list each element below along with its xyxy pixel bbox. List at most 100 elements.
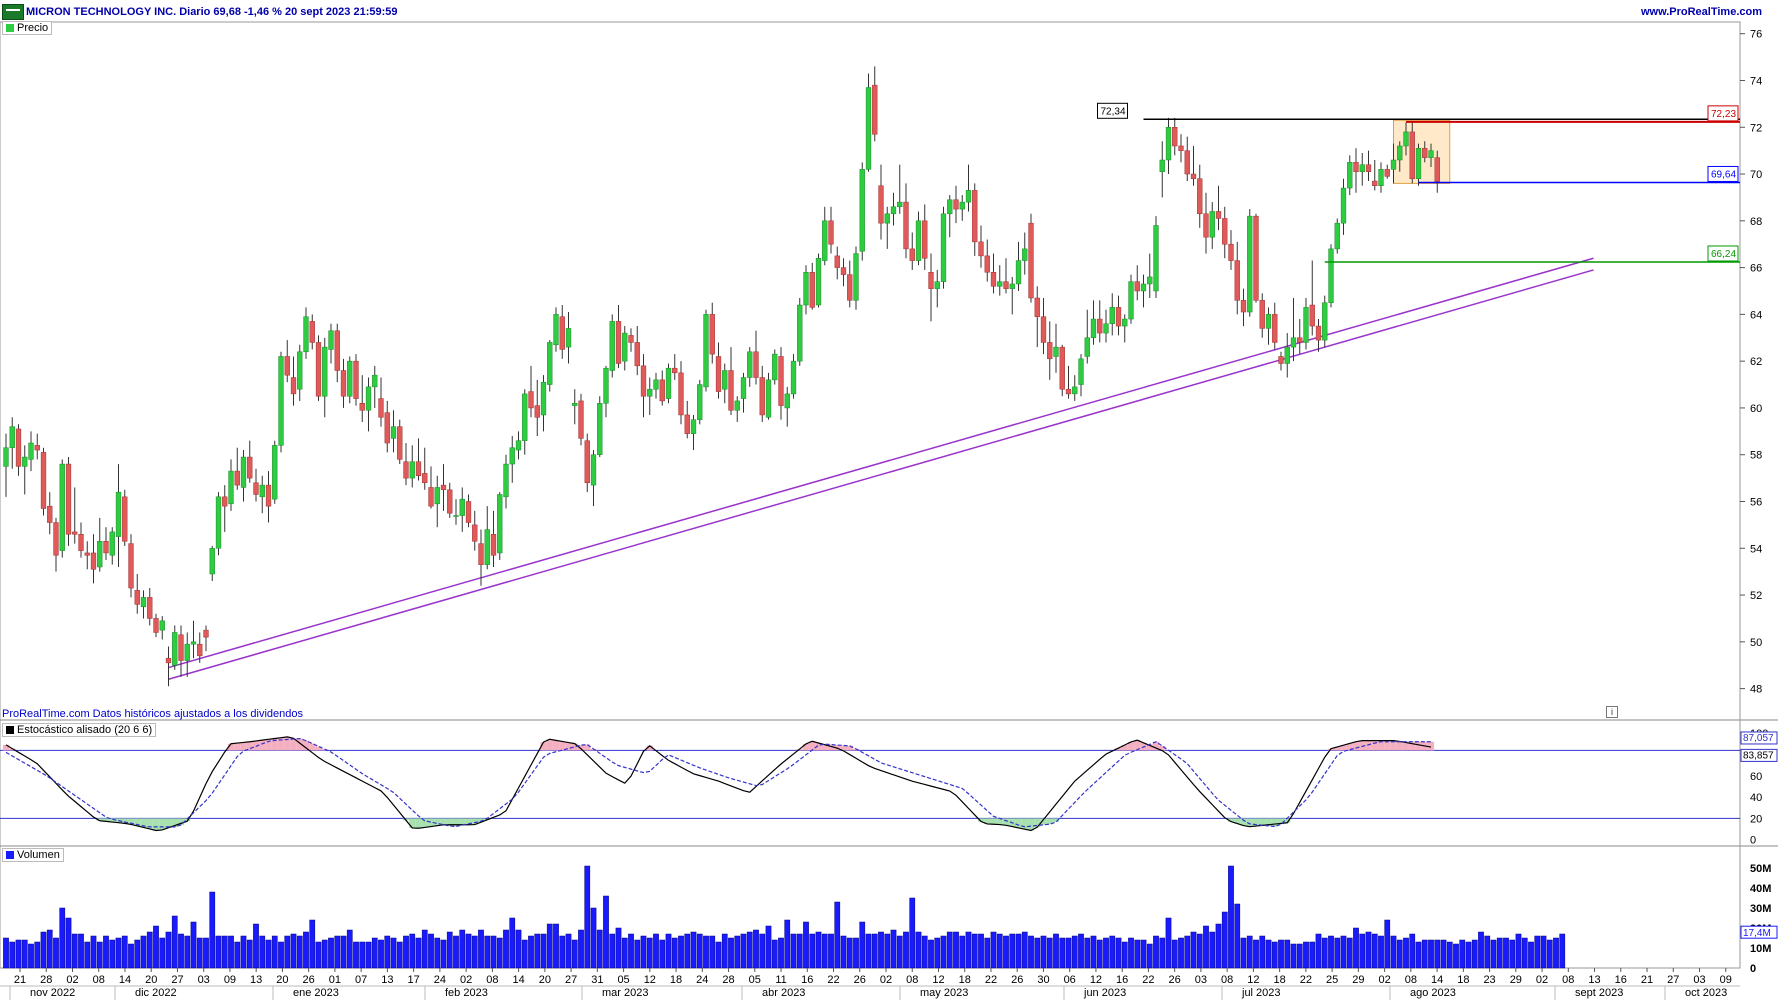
candle-body <box>865 87 872 170</box>
candle <box>28 431 34 472</box>
volume-bar <box>334 935 341 969</box>
candle-body <box>1128 281 1134 320</box>
candle <box>78 522 84 558</box>
candle-body <box>1284 346 1290 364</box>
info-icon[interactable]: i <box>1606 706 1618 718</box>
candle-body <box>572 403 578 406</box>
chart-title: MICRON TECHNOLOGY INC. Diario 69,68 -1,4… <box>26 6 398 18</box>
candle <box>309 314 315 350</box>
candle <box>159 616 165 640</box>
time-tick-label: 26 <box>1169 974 1181 986</box>
time-tick-label: 26 <box>1011 974 1023 986</box>
time-tick-label: 12 <box>1090 974 1102 986</box>
candle <box>747 347 753 387</box>
candle-body <box>309 321 315 343</box>
volume-panel-label[interactable]: Volumen <box>2 848 64 862</box>
candle <box>834 246 840 280</box>
candle-body <box>584 440 590 484</box>
candle-body <box>1353 162 1359 172</box>
candle <box>697 379 703 425</box>
candle-body <box>209 548 215 575</box>
volume-bar <box>403 935 409 969</box>
time-tick-label: 27 <box>565 974 577 986</box>
price-tick-label: 48 <box>1750 684 1762 696</box>
candle-body <box>278 356 284 446</box>
volume-bar <box>628 933 634 969</box>
candle <box>1040 298 1047 355</box>
level-tag-box <box>1707 165 1739 182</box>
time-tick-label: 12 <box>1247 974 1259 986</box>
candle-body <box>365 386 372 411</box>
volume-bar <box>1028 935 1034 969</box>
volume-bar <box>1009 933 1016 969</box>
candle <box>984 239 990 282</box>
candle-body <box>1059 346 1065 390</box>
candle <box>259 475 265 514</box>
volume-bar <box>696 933 703 969</box>
candle <box>928 253 934 322</box>
candle-body <box>1228 243 1234 261</box>
volume-bar <box>621 937 628 969</box>
candle-body <box>859 169 865 252</box>
volume-bar <box>1271 941 1278 969</box>
volume-bar <box>1090 935 1097 969</box>
candle-body <box>315 342 322 397</box>
volume-bar <box>603 895 609 969</box>
candle-body <box>1434 157 1440 182</box>
volume-bar <box>665 933 672 969</box>
candle <box>1247 209 1253 317</box>
candle-body <box>1347 162 1353 189</box>
time-tick-label: 20 <box>276 974 288 986</box>
candle <box>847 260 853 308</box>
candle-body <box>1290 337 1297 348</box>
candle-body <box>1278 356 1284 364</box>
stoch-d-line <box>5 738 1431 828</box>
volume-bar <box>634 939 641 969</box>
candle <box>753 330 759 385</box>
candle <box>340 358 347 408</box>
candle-body <box>490 533 497 556</box>
volume-bar <box>1446 941 1453 969</box>
candle-body <box>653 379 659 390</box>
candle-body <box>559 316 565 350</box>
volume-bar <box>128 943 134 969</box>
stoch-panel-label[interactable]: Estocástico alisado (20 6 6) <box>2 723 157 737</box>
candle <box>128 534 134 598</box>
candle <box>290 356 297 406</box>
candle-body <box>322 346 328 397</box>
candle <box>490 510 497 567</box>
price-panel-label[interactable]: Precio <box>2 21 53 35</box>
volume-bar <box>784 919 791 969</box>
candle-body <box>1097 318 1103 334</box>
volume-bar <box>1259 935 1266 969</box>
candle-body <box>78 533 84 551</box>
candle <box>453 499 459 525</box>
site-link[interactable]: www.ProRealTime.com <box>1640 6 1762 18</box>
volume-bar <box>1146 943 1153 969</box>
volume-bar <box>278 941 284 969</box>
candle <box>565 312 572 364</box>
volume-bar <box>934 937 941 969</box>
candle <box>703 309 709 392</box>
candle <box>1028 213 1034 303</box>
volume-bar <box>803 921 809 969</box>
volume-bar <box>553 923 559 969</box>
candle <box>978 225 984 268</box>
volume-bar <box>1040 935 1047 969</box>
candle-body <box>134 590 140 605</box>
candle <box>1184 136 1190 182</box>
candle <box>109 527 115 565</box>
candle <box>759 365 765 422</box>
candle <box>478 529 484 586</box>
candle-body <box>740 377 747 399</box>
title-bar: MICRON TECHNOLOGY INC. Diario 69,68 -1,4… <box>0 0 1778 22</box>
candle <box>409 445 415 488</box>
candle <box>1365 150 1372 182</box>
time-tick-label: 20 <box>145 974 157 986</box>
candle <box>684 400 690 439</box>
candle-body <box>947 199 953 215</box>
volume-bar <box>1190 931 1197 969</box>
price-tick-label: 64 <box>1750 309 1762 321</box>
volume-bar <box>240 935 247 969</box>
